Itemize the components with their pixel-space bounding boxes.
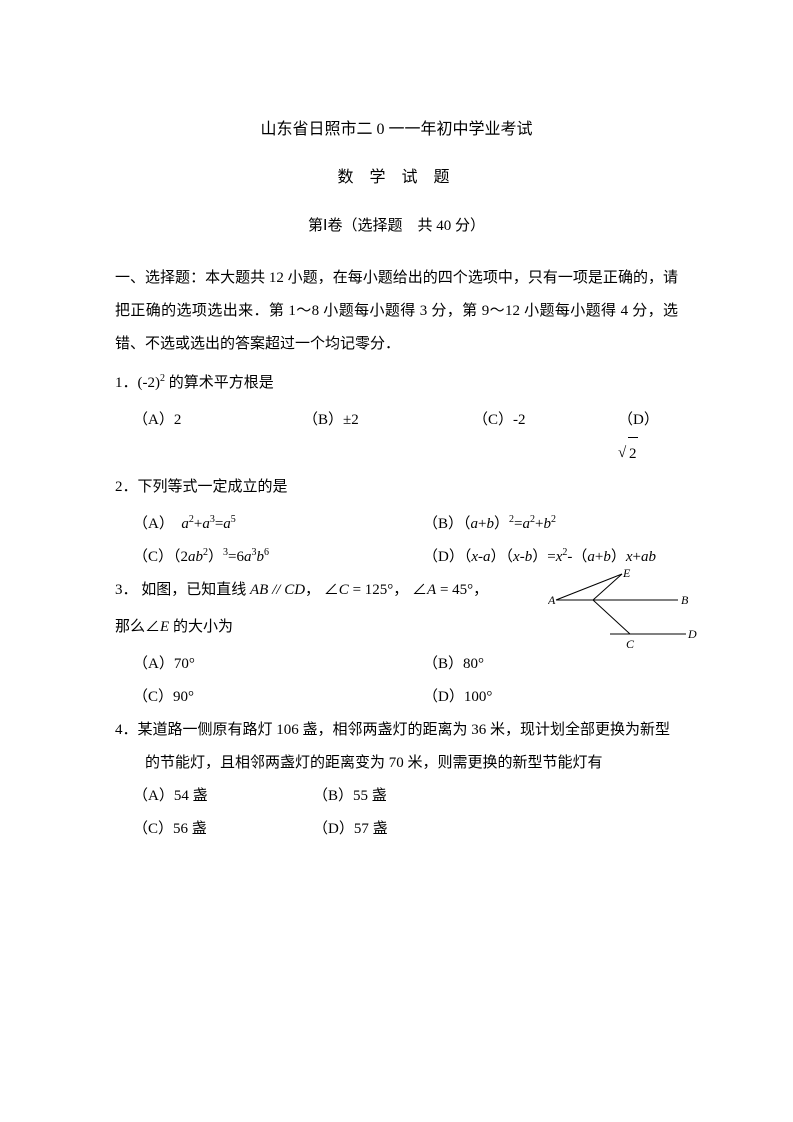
q3-option-d: （D）100°	[423, 681, 678, 714]
q3-t6: 的大小为	[169, 619, 233, 635]
q3-option-a: （A）70°	[133, 648, 423, 681]
q3-t2: ， ∠	[305, 582, 339, 598]
diagram-label-a: A	[548, 593, 556, 607]
question-1: 1．(-2)2 的算术平方根是	[115, 367, 678, 400]
q1-stem-prefix: 1．(-2)	[115, 375, 160, 391]
exam-title: 山东省日照市二 0 一一年初中学业考试	[115, 115, 678, 145]
q2-option-b: （B）（a+b）2=a2+b2	[423, 508, 678, 541]
q3-ange: E	[160, 619, 169, 635]
q3-cd: CD	[284, 582, 305, 598]
q1-option-a: （A）2	[133, 404, 303, 471]
q3-ab: AB	[250, 582, 268, 598]
exam-subject: 数 学 试 题	[115, 163, 678, 193]
q3-options-row2: （C）90° （D）100°	[115, 681, 678, 714]
q4-option-a: （A）54 盏	[133, 780, 313, 813]
q3-t1: 3． 如图，已知直线	[115, 582, 250, 598]
q2-option-c: （C）（2ab2）3=6a3b6	[133, 541, 423, 574]
q1-option-d: （D） 2	[618, 404, 678, 471]
q1-d-val: 2	[628, 437, 638, 471]
q3-t5: 那么∠	[115, 619, 160, 635]
q4-options-row1: （A）54 盏 （B）55 盏	[115, 780, 678, 813]
q2-b-label: （B）	[423, 516, 463, 532]
q4-options-row2: （C）56 盏 （D）57 盏	[115, 813, 678, 846]
diagram-label-e: E	[622, 568, 631, 580]
q4-option-d: （D）57 盏	[313, 813, 678, 846]
sqrt-icon: 2	[618, 437, 638, 471]
q1-d-label: （D）	[618, 412, 659, 428]
q1-stem-suffix: 的算术平方根是	[165, 375, 274, 391]
q1-options: （A）2 （B）±2 （C）-2 （D） 2	[115, 404, 678, 471]
section-instructions: 一、选择题：本大题共 12 小题，在每小题给出的四个选项中，只有一项是正确的，请…	[115, 262, 678, 361]
q3-anga: A	[427, 582, 436, 598]
q3-angc: C	[339, 582, 349, 598]
diagram-label-b: B	[681, 593, 689, 607]
question-4: 4．某道路一侧原有路灯 106 盏，相邻两盏灯的距离为 36 米，现计划全部更换…	[115, 714, 678, 780]
q3-par: //	[268, 582, 284, 598]
q2-a-label: （A）	[133, 516, 174, 532]
q1-option-c: （C）-2	[473, 404, 618, 471]
q2-c-label: （C）	[133, 549, 173, 565]
q4-option-b: （B）55 盏	[313, 780, 678, 813]
q4-option-c: （C）56 盏	[133, 813, 313, 846]
diagram-label-c: C	[626, 637, 635, 651]
q2-options-row1: （A） a2+a3=a5 （B）（a+b）2=a2+b2	[115, 508, 678, 541]
q2-d-label: （D）	[423, 549, 464, 565]
q3-diagram: A B C D E	[548, 568, 698, 653]
q3-option-c: （C）90°	[133, 681, 423, 714]
diagram-label-d: D	[687, 627, 697, 641]
q3-t3: = 125°， ∠	[349, 582, 427, 598]
q2-option-a: （A） a2+a3=a5	[133, 508, 423, 541]
q3-t4: = 45°，	[436, 582, 488, 598]
q1-option-b: （B）±2	[303, 404, 473, 471]
section-header: 第Ⅰ卷（选择题 共 40 分）	[115, 212, 678, 241]
question-2: 2．下列等式一定成立的是	[115, 471, 678, 504]
question-3: 3． 如图，已知直线 AB // CD， ∠C = 125°， ∠A = 45°…	[115, 574, 678, 714]
